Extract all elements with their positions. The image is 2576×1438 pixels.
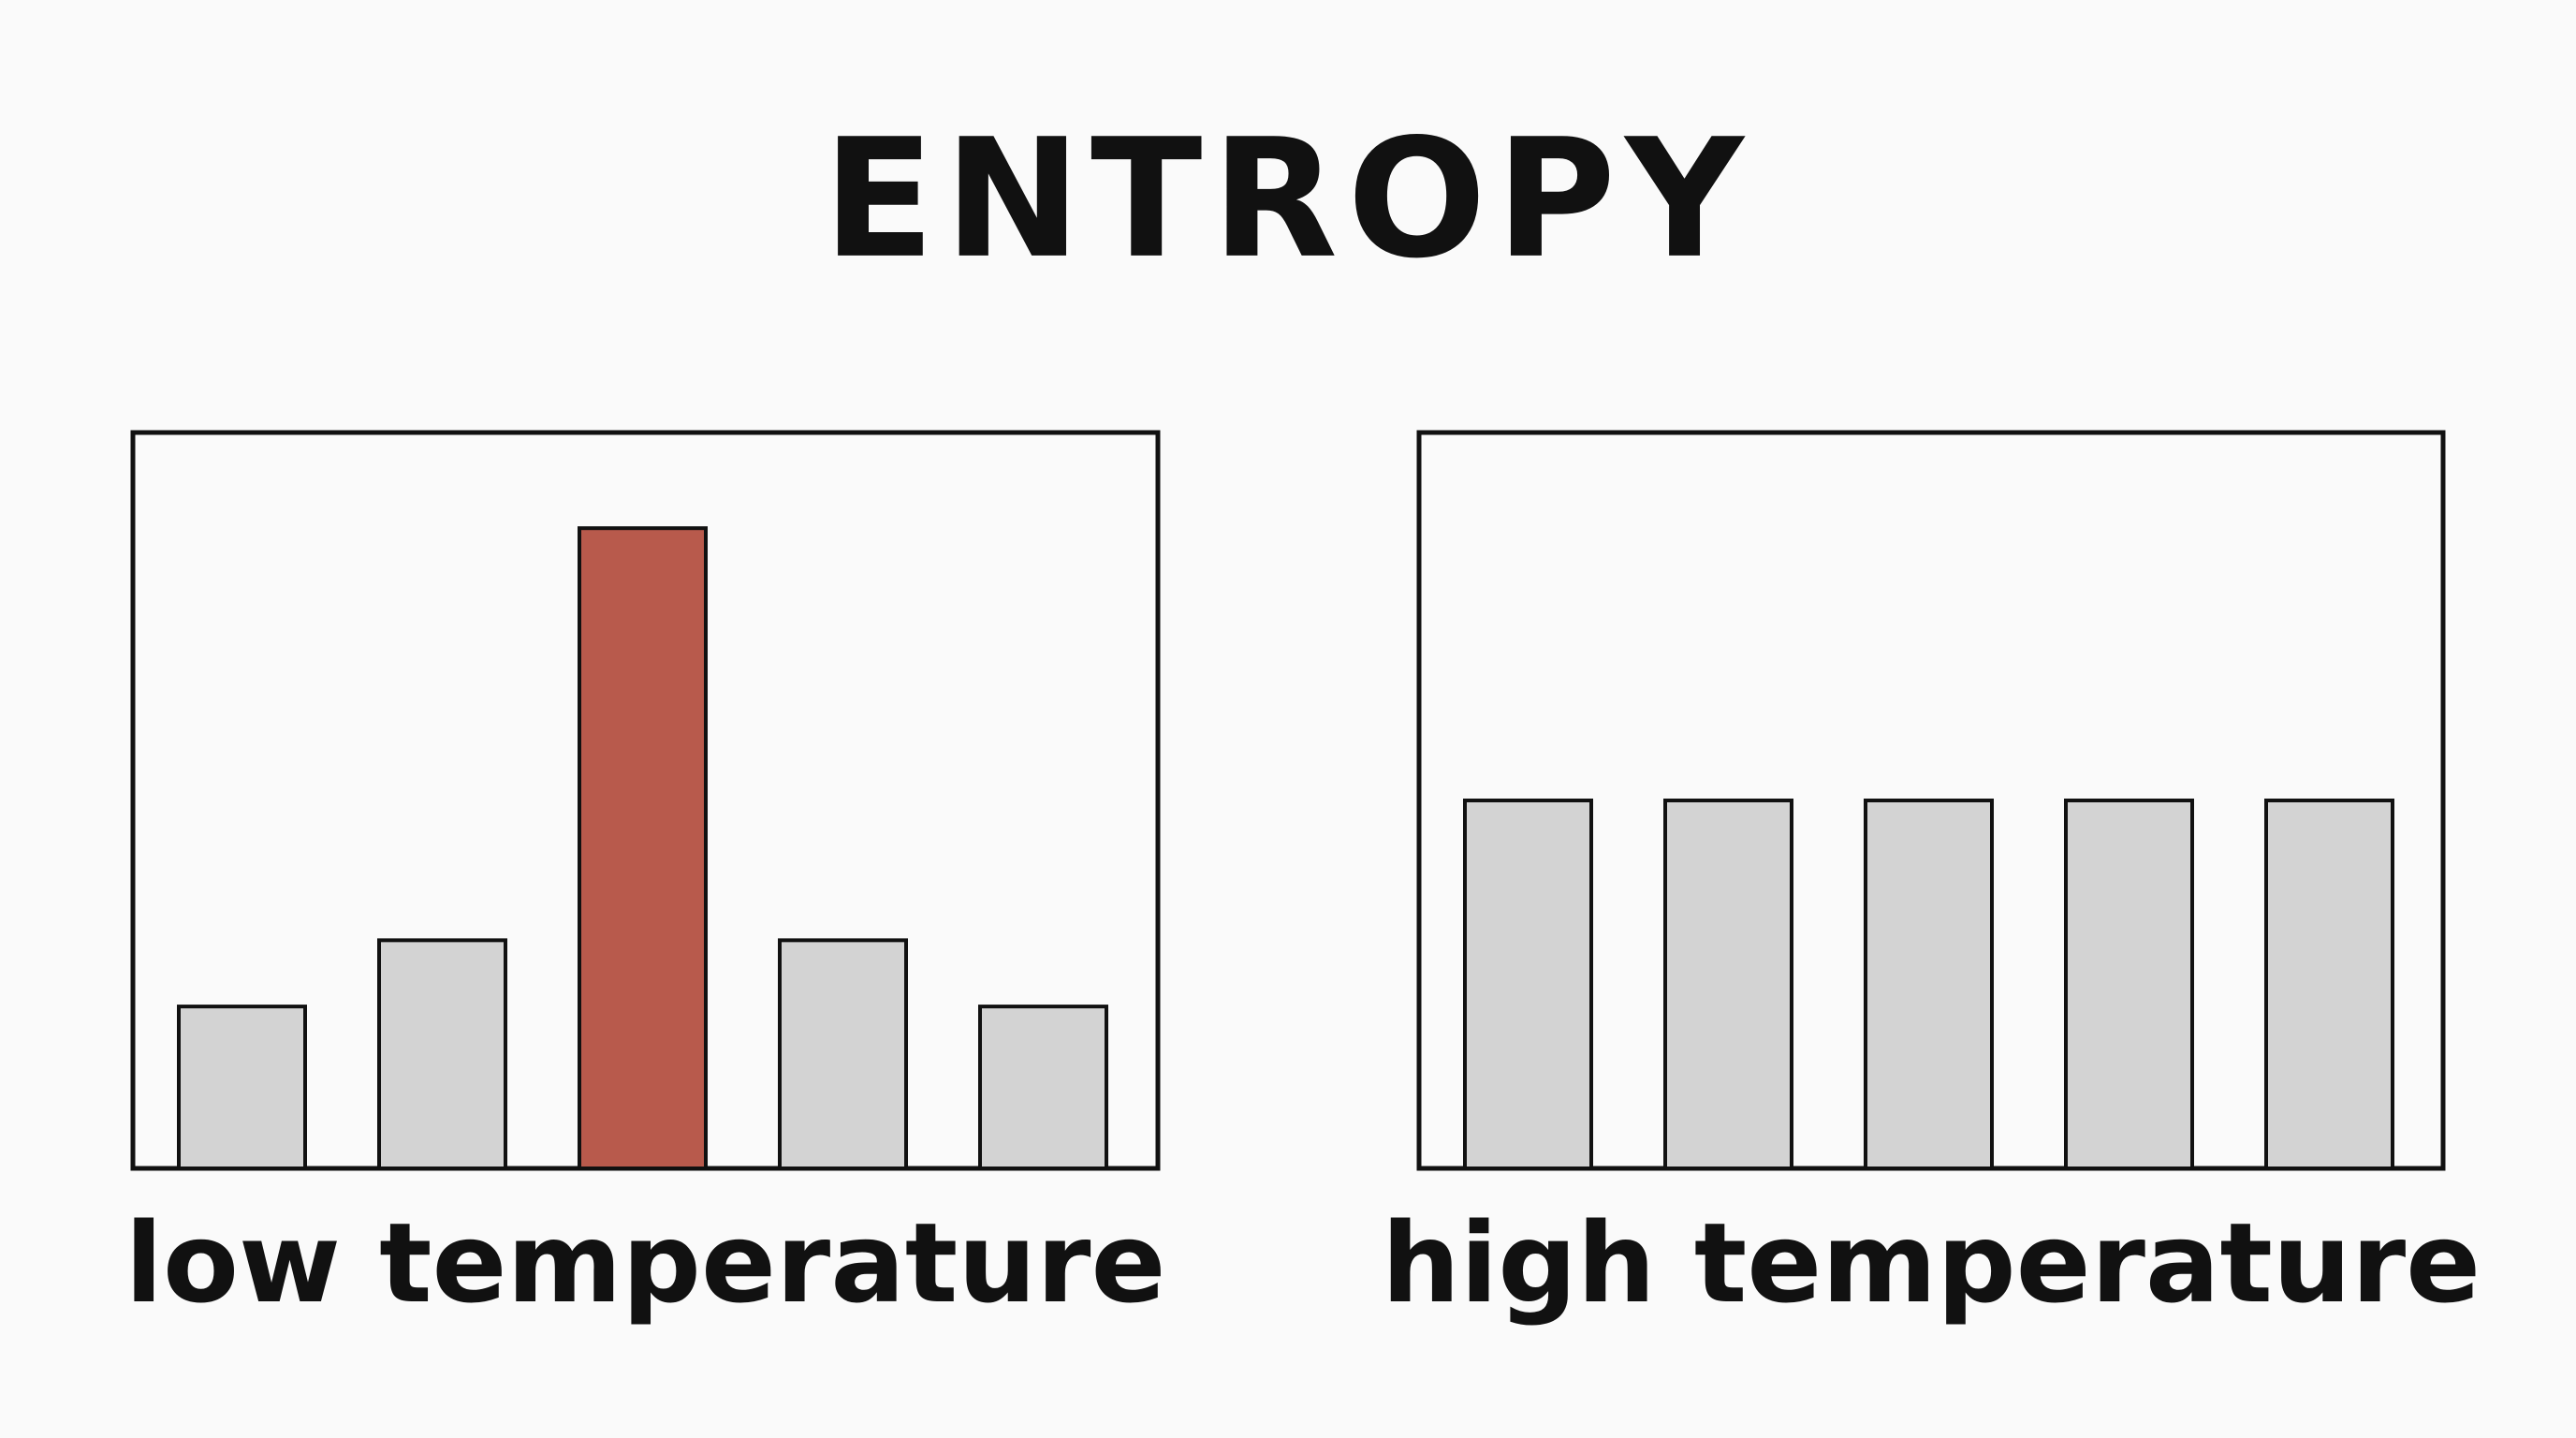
- bar: [778, 938, 908, 1171]
- title: ENTROPY: [823, 105, 1753, 295]
- bar: [2264, 799, 2394, 1170]
- bar: [2064, 799, 2194, 1170]
- bar: [1864, 799, 1994, 1170]
- bar: [578, 526, 708, 1170]
- bar: [1663, 799, 1793, 1170]
- bar: [978, 1005, 1108, 1170]
- x-axis-label: high temperature: [1382, 1198, 2481, 1328]
- bar: [177, 1005, 307, 1170]
- bar: [377, 938, 507, 1171]
- bar: [1463, 799, 1593, 1170]
- x-axis-label: low temperature: [125, 1198, 1166, 1328]
